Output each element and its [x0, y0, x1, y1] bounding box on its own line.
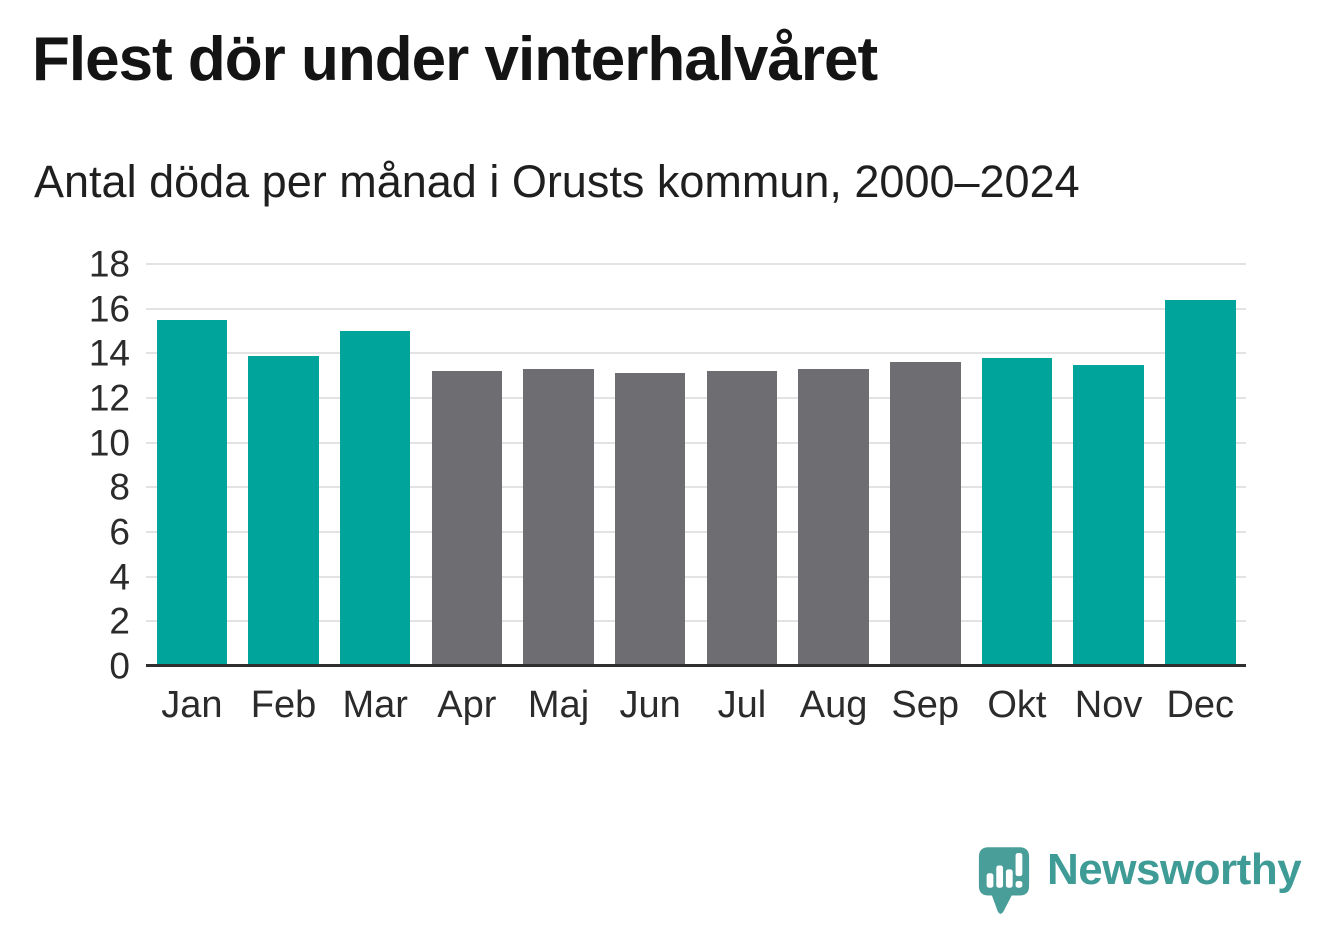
bar-feb — [248, 355, 319, 666]
x-axis-label-dec: Dec — [1166, 684, 1235, 726]
bar-apr — [431, 371, 503, 666]
bar-aug — [798, 368, 869, 666]
bar-dec — [1164, 299, 1236, 666]
bar-jan — [156, 319, 228, 666]
bar-jul — [706, 371, 778, 666]
bar-slot-jan — [146, 264, 238, 666]
y-axis-label-6: 6 — [109, 511, 130, 553]
newsworthy-bubble-chart-icon — [978, 847, 1030, 914]
gridline-6 — [146, 531, 1246, 533]
bar-slot-aug — [788, 264, 880, 666]
bar-nov — [1073, 364, 1144, 666]
bar-slot-mar — [329, 264, 421, 666]
bar-jun — [614, 373, 686, 666]
brand-name: Newsworthy — [1047, 845, 1302, 894]
x-axis-label-okt: Okt — [987, 684, 1047, 726]
y-axis-label-12: 12 — [88, 377, 130, 419]
y-axis-label-14: 14 — [88, 332, 130, 374]
x-axis-label-jun: Jun — [619, 684, 681, 726]
gridline-8 — [146, 486, 1246, 489]
x-axis-label-aug: Aug — [799, 684, 868, 726]
gridline-10 — [146, 441, 1246, 444]
x-axis-label-jul: Jul — [717, 684, 767, 726]
gridline-14 — [146, 352, 1246, 355]
gridline-18 — [146, 263, 1246, 265]
x-axis: Jan Feb Mar Apr Maj Jun Jul Aug Sep Okt Nov Dec — [146, 684, 1246, 727]
gridline-2 — [146, 620, 1246, 623]
bar-slot-jun — [604, 264, 696, 666]
bar-slot-nov — [1063, 264, 1155, 666]
y-axis-label-16: 16 — [88, 288, 130, 330]
newsworthy-logo: Newsworthy — [976, 844, 1302, 918]
bar-slot-okt — [971, 264, 1063, 666]
bar-mar — [339, 331, 411, 666]
x-axis-label-nov: Nov — [1074, 684, 1143, 726]
bar-slot-sep — [879, 264, 971, 666]
gridline-4 — [146, 575, 1246, 578]
y-axis: 0 2 4 6 8 10 12 14 16 18 — [0, 246, 130, 685]
gridline-12 — [146, 397, 1246, 399]
y-axis-label-4: 4 — [109, 556, 130, 598]
chart-subtitle: Antal döda per månad i Orusts kommun, 20… — [34, 156, 1080, 207]
y-axis-label-0: 0 — [109, 645, 130, 687]
x-axis-label-mar: Mar — [342, 684, 408, 726]
x-axis-label-maj: Maj — [527, 684, 590, 726]
x-axis-label-sep: Sep — [891, 684, 960, 726]
bar-maj — [523, 368, 594, 666]
bar-slot-feb — [238, 264, 330, 666]
gridline-16 — [146, 307, 1246, 310]
x-axis-label-jan: Jan — [161, 684, 223, 726]
bars-container — [146, 264, 1246, 666]
y-axis-label-10: 10 — [88, 422, 130, 464]
bar-slot-maj — [513, 264, 605, 666]
plot-area — [146, 263, 1246, 666]
bar-slot-dec — [1154, 264, 1246, 666]
bar-sep — [889, 362, 961, 666]
y-axis-label-8: 8 — [109, 466, 130, 508]
x-axis-label-feb: Feb — [250, 684, 317, 726]
y-axis-label-2: 2 — [109, 600, 130, 642]
y-axis-label-18: 18 — [88, 243, 130, 285]
chart-title: Flest dör under vinterhalvåret — [32, 25, 878, 94]
bar-slot-apr — [421, 264, 513, 666]
bar-okt — [981, 357, 1053, 666]
x-axis-label-apr: Apr — [437, 684, 497, 726]
x-axis-line — [146, 664, 1246, 667]
bar-slot-jul — [696, 264, 788, 666]
